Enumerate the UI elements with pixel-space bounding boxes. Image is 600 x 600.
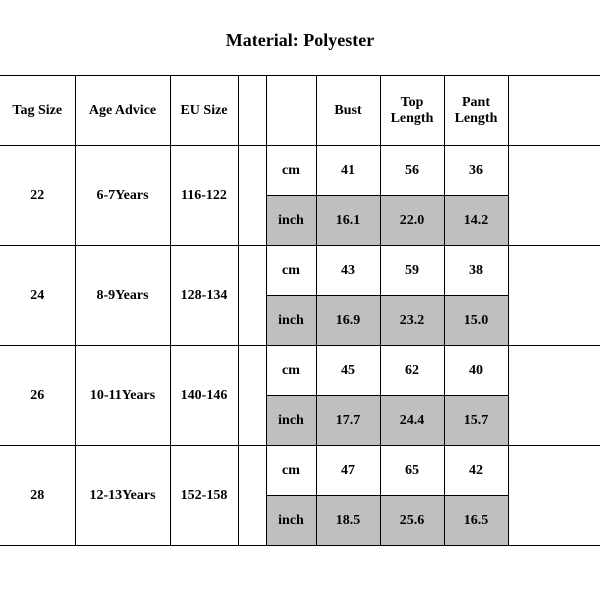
col-bust: Bust [316, 76, 380, 146]
table-header-row: Tag Size Age Advice EU Size Bust Top Len… [0, 76, 600, 146]
cell-pant: 42 [444, 446, 508, 496]
table-row: 28 12-13Years 152-158 cm 47 65 42 [0, 446, 600, 496]
page: Material: Polyester Tag Size Age Advice … [0, 0, 600, 600]
col-spacer [238, 76, 266, 146]
cell-eu-size: 152-158 [170, 446, 238, 546]
cell-bust: 18.5 [316, 496, 380, 546]
table-row: 24 8-9Years 128-134 cm 43 59 38 [0, 246, 600, 296]
table-row: 26 10-11Years 140-146 cm 45 62 40 [0, 346, 600, 396]
cell-pant: 14.2 [444, 196, 508, 246]
col-tag-size: Tag Size [0, 76, 75, 146]
cell-unit: cm [266, 446, 316, 496]
cell-age-advice: 10-11Years [75, 346, 170, 446]
cell-top: 59 [380, 246, 444, 296]
cell-eu-size: 116-122 [170, 146, 238, 246]
col-unit [266, 76, 316, 146]
cell-top: 65 [380, 446, 444, 496]
cell-top: 25.6 [380, 496, 444, 546]
cell-bust: 41 [316, 146, 380, 196]
cell-top: 23.2 [380, 296, 444, 346]
cell-right-pad [508, 446, 600, 546]
cell-age-advice: 8-9Years [75, 246, 170, 346]
cell-unit: cm [266, 346, 316, 396]
cell-unit: inch [266, 496, 316, 546]
cell-pant: 40 [444, 346, 508, 396]
cell-unit: inch [266, 196, 316, 246]
cell-bust: 47 [316, 446, 380, 496]
cell-top: 24.4 [380, 396, 444, 446]
cell-bust: 16.9 [316, 296, 380, 346]
col-top-length: Top Length [380, 76, 444, 146]
cell-tag-size: 24 [0, 246, 75, 346]
cell-age-advice: 12-13Years [75, 446, 170, 546]
cell-top: 56 [380, 146, 444, 196]
cell-eu-size: 140-146 [170, 346, 238, 446]
cell-pant: 16.5 [444, 496, 508, 546]
cell-right-pad [508, 346, 600, 446]
col-eu-size: EU Size [170, 76, 238, 146]
table-row: 22 6-7Years 116-122 cm 41 56 36 [0, 146, 600, 196]
cell-unit: inch [266, 396, 316, 446]
cell-tag-size: 28 [0, 446, 75, 546]
cell-pant: 15.7 [444, 396, 508, 446]
cell-pant: 15.0 [444, 296, 508, 346]
col-pant-length: Pant Length [444, 76, 508, 146]
cell-spacer [238, 346, 266, 446]
cell-top: 22.0 [380, 196, 444, 246]
cell-top: 62 [380, 346, 444, 396]
cell-unit: cm [266, 246, 316, 296]
cell-age-advice: 6-7Years [75, 146, 170, 246]
cell-bust: 43 [316, 246, 380, 296]
col-right-pad [508, 76, 600, 146]
cell-tag-size: 26 [0, 346, 75, 446]
cell-spacer [238, 146, 266, 246]
cell-right-pad [508, 146, 600, 246]
cell-right-pad [508, 246, 600, 346]
cell-spacer [238, 246, 266, 346]
cell-unit: cm [266, 146, 316, 196]
col-age-advice: Age Advice [75, 76, 170, 146]
cell-pant: 36 [444, 146, 508, 196]
cell-spacer [238, 446, 266, 546]
cell-tag-size: 22 [0, 146, 75, 246]
page-title: Material: Polyester [0, 30, 600, 51]
cell-bust: 16.1 [316, 196, 380, 246]
cell-bust: 17.7 [316, 396, 380, 446]
cell-eu-size: 128-134 [170, 246, 238, 346]
cell-unit: inch [266, 296, 316, 346]
cell-pant: 38 [444, 246, 508, 296]
cell-bust: 45 [316, 346, 380, 396]
size-table: Tag Size Age Advice EU Size Bust Top Len… [0, 75, 600, 546]
